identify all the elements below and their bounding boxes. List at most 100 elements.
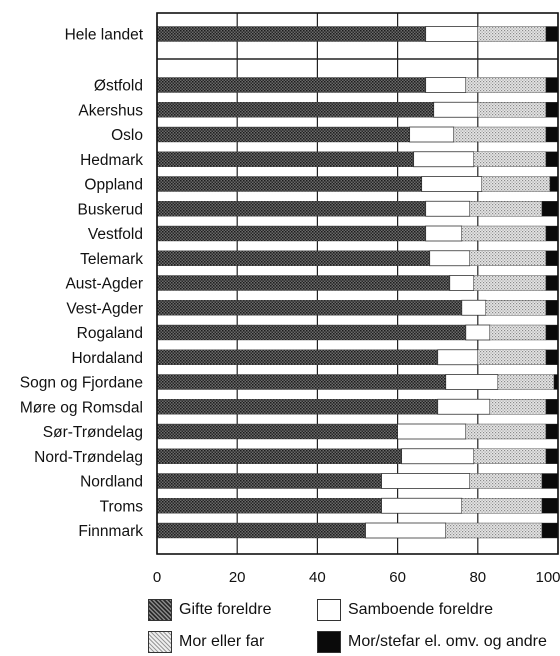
bar-hele-landet-mor-eller-far bbox=[477, 26, 547, 42]
category-label-vestfold: Vestfold bbox=[88, 226, 143, 243]
bar-akershus-mor-eller-far bbox=[477, 102, 547, 118]
bar-telemark-mor-stefar-el-omv-og-andre bbox=[545, 250, 559, 266]
bar-rogaland-mor-stefar-el-omv-og-andre bbox=[545, 324, 559, 341]
bar-rogaland-mor-eller-far bbox=[489, 324, 547, 341]
bar-telemark-gifte-foreldre bbox=[156, 250, 430, 266]
bar-oslo-samboende-foreldre bbox=[409, 126, 455, 143]
category-label-buskerud: Buskerud bbox=[78, 201, 143, 218]
category-label-troms: Troms bbox=[100, 498, 144, 515]
bar-stfold-samboende-foreldre bbox=[425, 77, 467, 93]
bar-stfold-mor-eller-far bbox=[465, 77, 547, 93]
bar-vest-agder-samboende-foreldre bbox=[461, 299, 487, 316]
bar-nord-tr-ndelag-samboende-foreldre bbox=[401, 448, 475, 465]
bar-oppland-mor-stefar-el-omv-og-andre bbox=[549, 176, 559, 192]
bar-stfold-mor-stefar-el-omv-og-andre bbox=[545, 77, 559, 93]
bars bbox=[156, 26, 559, 539]
bar-hele-landet-mor-stefar-el-omv-og-andre bbox=[545, 26, 559, 42]
category-label-telemark: Telemark bbox=[80, 251, 143, 268]
bar-troms-mor-eller-far bbox=[461, 498, 543, 514]
category-label-hedmark: Hedmark bbox=[80, 152, 143, 169]
bar-buskerud-gifte-foreldre bbox=[156, 201, 426, 217]
bar-oppland-samboende-foreldre bbox=[421, 176, 483, 192]
bar-hedmark-mor-eller-far bbox=[473, 151, 547, 167]
bar-nordland-mor-eller-far bbox=[469, 473, 543, 489]
bar-m-re-og-romsdal-gifte-foreldre bbox=[156, 399, 438, 415]
bar-aust-agder-mor-stefar-el-omv-og-andre bbox=[545, 275, 559, 291]
bar-telemark-samboende-foreldre bbox=[429, 250, 471, 267]
bar-stfold-gifte-foreldre bbox=[156, 77, 426, 93]
bar-buskerud-mor-eller-far bbox=[469, 201, 543, 217]
bar-oppland-gifte-foreldre bbox=[156, 176, 422, 192]
bar-buskerud-mor-stefar-el-omv-og-andre bbox=[541, 201, 559, 217]
bar-oslo-gifte-foreldre bbox=[156, 126, 410, 143]
bar-troms-gifte-foreldre bbox=[156, 498, 382, 514]
category-label-m-re-og-romsdal: Møre og Romsdal bbox=[20, 399, 143, 416]
plot-border bbox=[156, 12, 559, 555]
bar-oslo-mor-eller-far bbox=[453, 126, 547, 143]
category-label-aust-agder: Aust-Agder bbox=[65, 276, 143, 293]
bar-aust-agder-mor-eller-far bbox=[473, 275, 547, 291]
bar-hordaland-gifte-foreldre bbox=[156, 349, 438, 365]
category-label-oslo: Oslo bbox=[111, 127, 143, 144]
bar-rogaland-samboende-foreldre bbox=[465, 324, 491, 341]
bar-hele-landet-samboende-foreldre bbox=[425, 26, 479, 42]
bar-oppland-mor-eller-far bbox=[481, 176, 551, 192]
bar-hele-landet-gifte-foreldre bbox=[156, 26, 426, 42]
bar-sogn-og-fjordane-samboende-foreldre bbox=[445, 374, 499, 390]
bar-akershus-mor-stefar-el-omv-og-andre bbox=[545, 102, 559, 118]
bar-nord-tr-ndelag-mor-eller-far bbox=[473, 448, 547, 464]
x-tick-labels: 0 20 40 60 80 100 bbox=[153, 569, 560, 586]
category-label-sogn-og-fjordane: Sogn og Fjordane bbox=[20, 375, 143, 392]
bar-sogn-og-fjordane-gifte-foreldre bbox=[156, 374, 446, 390]
category-label-s-r-tr-ndelag: Sør-Trøndelag bbox=[43, 424, 143, 441]
bar-hedmark-samboende-foreldre bbox=[413, 151, 475, 168]
bar-buskerud-samboende-foreldre bbox=[425, 200, 471, 217]
plot-frame bbox=[156, 12, 559, 555]
category-label-finnmark: Finnmark bbox=[78, 523, 143, 540]
bar-nordland-mor-stefar-el-omv-og-andre bbox=[541, 473, 559, 489]
bar-finnmark-mor-stefar-el-omv-og-andre bbox=[541, 522, 559, 539]
bar-hordaland-samboende-foreldre bbox=[437, 349, 479, 366]
x-tick-label-80: 80 bbox=[469, 569, 486, 586]
category-label-nord-tr-ndelag: Nord-Trøndelag bbox=[34, 449, 143, 466]
bar-hedmark-gifte-foreldre bbox=[156, 151, 414, 167]
bar-vest-agder-mor-eller-far bbox=[485, 300, 547, 316]
bar-s-r-tr-ndelag-mor-stefar-el-omv-og-andre bbox=[545, 423, 559, 440]
category-label-vest-agder: Vest-Agder bbox=[66, 300, 143, 317]
bar-hedmark-mor-stefar-el-omv-og-andre bbox=[545, 151, 559, 167]
x-tick-label-40: 40 bbox=[309, 569, 326, 586]
bar-nordland-samboende-foreldre bbox=[381, 473, 471, 489]
bar-rogaland-gifte-foreldre bbox=[156, 324, 466, 341]
bar-vestfold-samboende-foreldre bbox=[425, 225, 463, 242]
category-label-akershus: Akershus bbox=[78, 102, 143, 119]
x-tick-label-20: 20 bbox=[229, 569, 246, 586]
category-label-rogaland: Rogaland bbox=[77, 325, 143, 342]
bar-nord-tr-ndelag-gifte-foreldre bbox=[156, 448, 402, 464]
category-label-oppland: Oppland bbox=[84, 177, 143, 194]
bar-hordaland-mor-eller-far bbox=[477, 349, 547, 365]
category-label-hordaland: Hordaland bbox=[71, 350, 143, 367]
bar-s-r-tr-ndelag-samboende-foreldre bbox=[397, 423, 467, 440]
bar-finnmark-samboende-foreldre bbox=[365, 522, 447, 539]
bar-s-r-tr-ndelag-mor-eller-far bbox=[465, 423, 547, 440]
bar-vest-agder-gifte-foreldre bbox=[156, 300, 462, 316]
bar-akershus-samboende-foreldre bbox=[433, 101, 479, 118]
bar-m-re-og-romsdal-mor-stefar-el-omv-og-andre bbox=[545, 399, 559, 415]
category-label-nordland: Nordland bbox=[80, 474, 143, 491]
bar-troms-mor-stefar-el-omv-og-andre bbox=[541, 498, 559, 514]
x-tick-label-0: 0 bbox=[153, 569, 161, 586]
category-label-hele-landet: Hele landet bbox=[65, 27, 144, 44]
category-labels: Hele landet Østfold Akershus Oslo Hedmark Opp… bbox=[20, 27, 144, 541]
bar-nordland-gifte-foreldre bbox=[156, 473, 382, 489]
bar-nord-tr-ndelag-mor-stefar-el-omv-og-andre bbox=[545, 448, 559, 464]
category-label-stfold: Østfold bbox=[94, 78, 143, 95]
bar-sogn-og-fjordane-mor-eller-far bbox=[497, 374, 555, 390]
bar-vestfold-mor-stefar-el-omv-og-andre bbox=[545, 225, 559, 242]
bar-m-re-og-romsdal-samboende-foreldre bbox=[437, 398, 491, 415]
bar-oslo-mor-stefar-el-omv-og-andre bbox=[545, 126, 559, 143]
bar-aust-agder-gifte-foreldre bbox=[156, 275, 450, 291]
bar-vestfold-gifte-foreldre bbox=[156, 225, 426, 242]
bar-vest-agder-mor-stefar-el-omv-og-andre bbox=[545, 300, 559, 316]
bar-akershus-gifte-foreldre bbox=[156, 102, 434, 118]
